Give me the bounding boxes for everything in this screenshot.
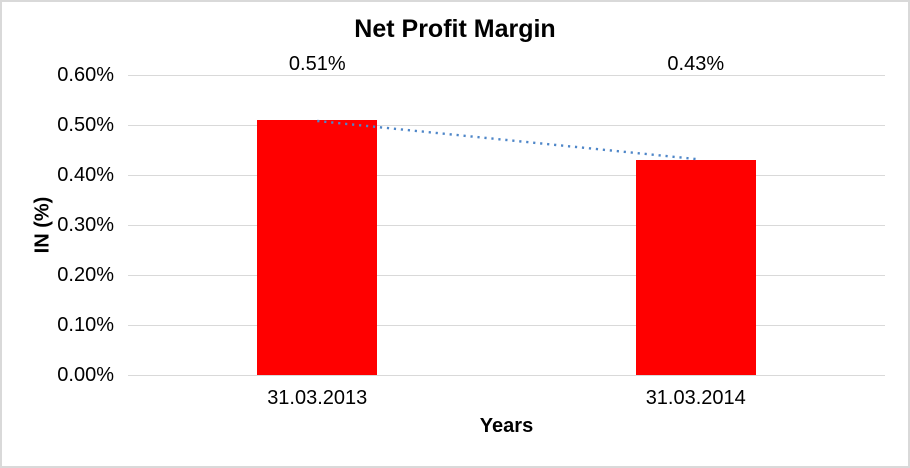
bar-31.03.2013 xyxy=(257,120,378,375)
bar-31.03.2014 xyxy=(635,160,756,375)
y-tick-label: 0.00% xyxy=(57,364,114,386)
x-axis-title: Years xyxy=(479,415,534,437)
data-label: 0.43% xyxy=(667,53,725,75)
gridline xyxy=(128,74,885,76)
gridline xyxy=(128,324,885,326)
data-label: 0.51% xyxy=(288,53,346,75)
gridline xyxy=(128,274,885,276)
gridline xyxy=(128,374,885,376)
x-category-label: 31.03.2014 xyxy=(645,387,746,409)
gridline xyxy=(128,174,885,176)
y-tick-label: 0.60% xyxy=(57,64,114,86)
gridline xyxy=(128,224,885,226)
y-tick-label: 0.10% xyxy=(57,314,114,336)
y-tick-label: 0.20% xyxy=(57,264,114,286)
chart-title: Net Profit Margin xyxy=(354,15,556,43)
y-tick-label: 0.40% xyxy=(57,164,114,186)
x-category-label: 31.03.2013 xyxy=(267,387,368,409)
plot-area xyxy=(128,74,885,376)
y-tick-label: 0.50% xyxy=(57,114,114,136)
y-tick-label: 0.30% xyxy=(57,214,114,236)
gridline xyxy=(128,124,885,126)
